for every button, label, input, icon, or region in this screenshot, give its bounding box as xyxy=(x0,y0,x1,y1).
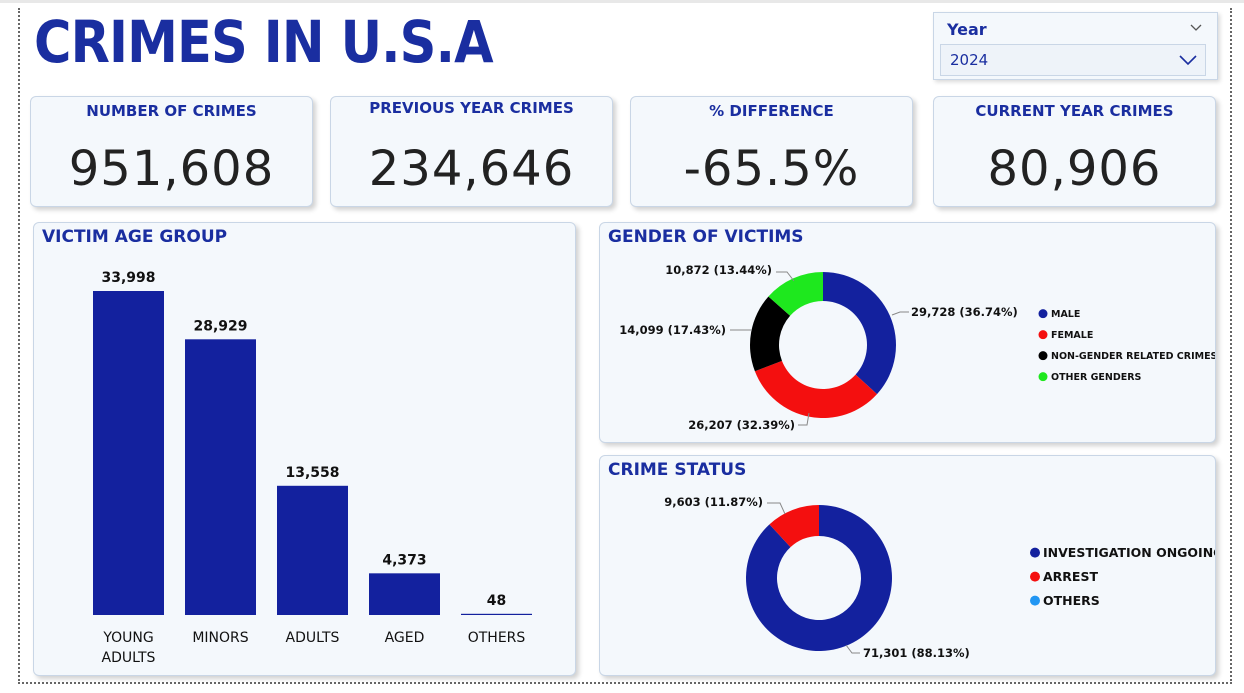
slice-investigation-ongoing[interactable] xyxy=(746,505,892,651)
dashboard-frame xyxy=(18,8,1232,684)
slice-female[interactable] xyxy=(754,360,878,418)
x-tick-label: AGED xyxy=(385,630,425,646)
legend-item[interactable]: ARREST xyxy=(1043,569,1098,584)
legend-marker xyxy=(1038,372,1048,382)
legend-marker xyxy=(1030,571,1040,582)
x-tick-label: ADULTS xyxy=(286,630,340,646)
legend-item[interactable]: MALE xyxy=(1051,309,1080,320)
slice-arrest[interactable] xyxy=(769,505,819,548)
year-dropdown-value: 2024 xyxy=(950,51,989,69)
top-border xyxy=(0,0,1244,3)
slice-data-label: 29,728 (36.74%) xyxy=(911,305,1018,319)
slice-male[interactable] xyxy=(823,272,896,395)
bar-young-adults[interactable] xyxy=(93,291,164,615)
gender-donut-chart: 29,728 (36.74%) 26,207 (32.39%) 14,099 (17… xyxy=(619,263,1215,432)
x-tick-label: ADULTS xyxy=(102,650,156,666)
kpi-label: CURRENT YEAR CRIMES xyxy=(975,102,1174,120)
bar-aged[interactable] xyxy=(369,573,440,615)
legend-item[interactable]: NON-GENDER RELATED CRIMES xyxy=(1051,351,1215,362)
slice-data-label: 26,207 (32.39%) xyxy=(688,418,795,432)
chart-title: VICTIM AGE GROUP xyxy=(42,227,228,247)
x-tick-label: OTHERS xyxy=(468,630,526,646)
kpi-label: % DIFFERENCE xyxy=(709,102,834,120)
slice-non-gender-related-crimes[interactable] xyxy=(750,296,791,372)
legend-marker xyxy=(1030,547,1040,558)
kpi-card-current-year-crimes: CURRENT YEAR CRIMES 80,906 xyxy=(933,96,1216,207)
kpi-value: 234,646 xyxy=(368,141,575,197)
year-slicer[interactable]: Year 2024 xyxy=(933,12,1218,80)
bar-value-label: 28,929 xyxy=(193,318,247,334)
slice-data-label: 71,301 (88.13%) xyxy=(863,646,970,660)
leader-line xyxy=(767,502,786,515)
bar-others[interactable] xyxy=(461,613,532,615)
kpi-value: 80,906 xyxy=(987,141,1162,197)
legend-marker xyxy=(1038,351,1048,361)
page-title: CRIMES IN U.S.A xyxy=(34,8,494,76)
gender-of-victims-card: GENDER OF VICTIMS 29,728 (36.74%) 26,207 … xyxy=(599,222,1216,443)
legend-item[interactable]: OTHERS xyxy=(1043,593,1100,608)
kpi-value: 951,608 xyxy=(68,141,275,197)
legend-marker xyxy=(1038,330,1048,340)
legend-item[interactable]: OTHER GENDERS xyxy=(1051,372,1142,383)
dropdown-chevron-icon[interactable] xyxy=(1179,54,1197,66)
bar-adults[interactable] xyxy=(277,485,348,615)
legend-item[interactable]: FEMALE xyxy=(1051,330,1093,341)
x-tick-label: MINORS xyxy=(192,630,248,646)
kpi-label: NUMBER OF CRIMES xyxy=(86,102,257,120)
victim-age-group-card: VICTIM AGE GROUP 33,998 YOUNG ADULTS 28,929… xyxy=(33,222,576,676)
slice-data-label: 9,603 (11.87%) xyxy=(664,495,763,509)
leader-line xyxy=(891,311,909,316)
chart-title: GENDER OF VICTIMS xyxy=(608,227,804,247)
year-dropdown[interactable]: 2024 xyxy=(940,44,1206,76)
kpi-card-percent-difference: % DIFFERENCE -65.5% xyxy=(630,96,913,207)
leader-line xyxy=(776,271,795,282)
leader-line xyxy=(845,644,860,654)
crime-status-donut-chart: 71,301 (88.13%) 9,603 (11.87%) INVESTIGATI… xyxy=(664,495,1215,660)
victim-age-bar-chart: 33,998 YOUNG ADULTS 28,929 MINORS 13,558 ADULT… xyxy=(93,270,532,666)
legend-item[interactable]: INVESTIGATION ONGOING xyxy=(1043,545,1215,560)
chevron-down-icon[interactable] xyxy=(1189,21,1203,35)
bar-value-label: 48 xyxy=(487,593,506,609)
x-tick-label: YOUNG xyxy=(102,630,153,646)
kpi-card-number-of-crimes: NUMBER OF CRIMES 951,608 xyxy=(30,96,313,207)
crime-status-card: CRIME STATUS 71,301 (88.13%) 9,603 (11.87… xyxy=(599,455,1216,676)
year-slicer-label: Year xyxy=(947,20,987,39)
slice-data-label: 14,099 (17.43%) xyxy=(619,323,726,337)
bar-value-label: 4,373 xyxy=(382,552,426,568)
kpi-label: PREVIOUS YEAR CRIMES xyxy=(369,99,574,117)
legend-marker xyxy=(1030,595,1040,606)
legend-marker xyxy=(1038,309,1048,319)
kpi-value: -65.5% xyxy=(683,141,860,197)
slice-data-label: 10,872 (13.44%) xyxy=(665,263,772,277)
chart-title: CRIME STATUS xyxy=(608,460,747,480)
leader-line xyxy=(798,412,810,426)
bar-value-label: 33,998 xyxy=(101,270,155,286)
kpi-card-previous-year-crimes: PREVIOUS YEAR CRIMES 234,646 xyxy=(330,96,613,207)
slice-other-genders[interactable] xyxy=(768,272,823,316)
bar-minors[interactable] xyxy=(185,339,256,615)
bar-value-label: 13,558 xyxy=(285,465,339,481)
